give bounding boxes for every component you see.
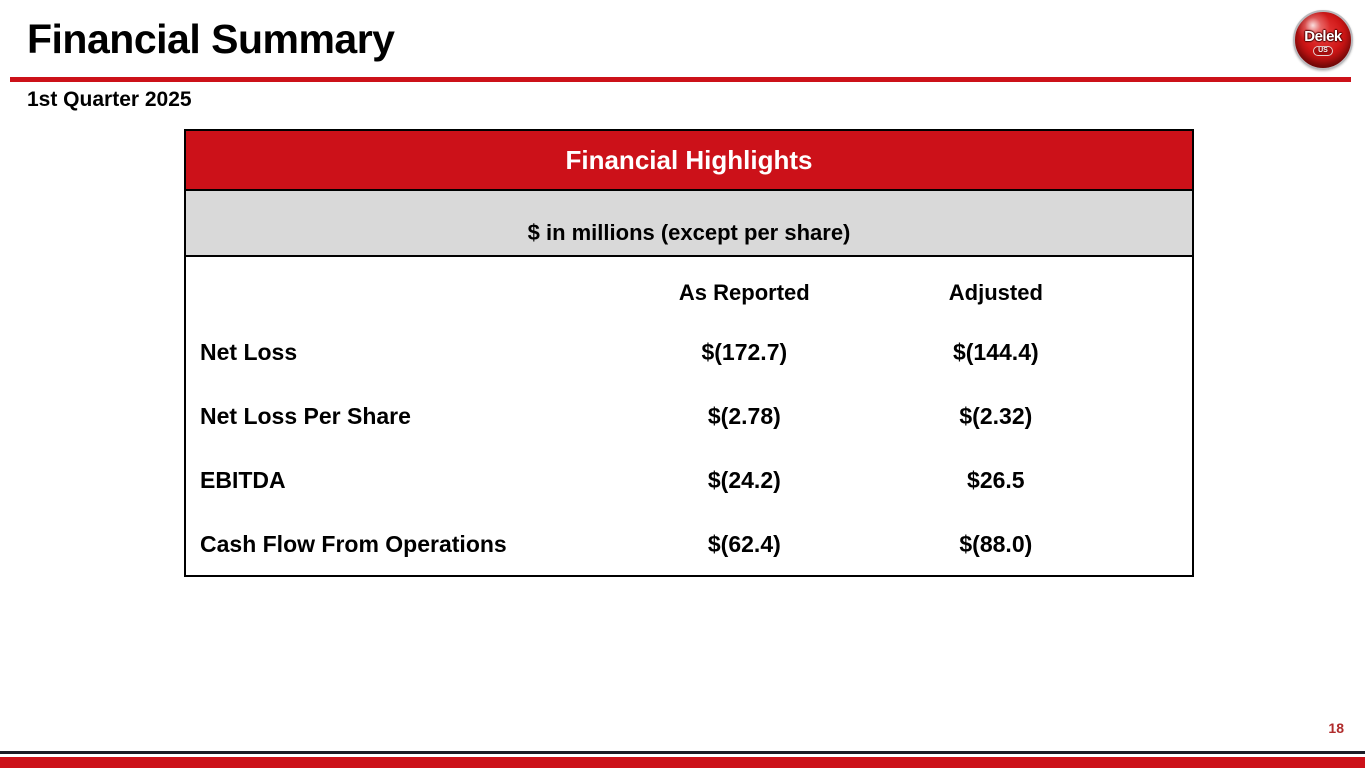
table-header-row: As Reported Adjusted: [186, 265, 1192, 320]
page-number: 18: [1328, 720, 1344, 736]
logo-us-badge: US: [1313, 46, 1333, 56]
column-header-adjusted: Adjusted: [948, 279, 1043, 305]
row-value-as-reported: $(2.78): [707, 402, 781, 429]
row-label: Net Loss: [200, 338, 298, 365]
title-underline-rule: [10, 77, 1351, 82]
row-value-adjusted: $26.5: [967, 466, 1025, 493]
row-label: EBITDA: [200, 466, 286, 493]
row-label: Net Loss Per Share: [200, 402, 411, 429]
table-title: Financial Highlights: [186, 131, 1192, 191]
column-header-as-reported: As Reported: [678, 279, 810, 305]
footer-red-bar: [0, 757, 1365, 768]
table-row: Cash Flow From Operations $(62.4) $(88.0…: [186, 512, 1192, 576]
row-value-adjusted: $(2.32): [959, 402, 1033, 429]
row-value-as-reported: $(62.4): [707, 530, 781, 557]
row-value-adjusted: $(144.4): [952, 338, 1039, 365]
table-units-note: $ in millions (except per share): [186, 191, 1192, 257]
delek-logo: Delek US: [1293, 10, 1353, 70]
slide-subtitle: 1st Quarter 2025: [27, 88, 192, 111]
table-row: EBITDA $(24.2) $26.5: [186, 448, 1192, 512]
financial-highlights-table: Financial Highlights $ in millions (exce…: [184, 129, 1194, 577]
table-row: Net Loss Per Share $(2.78) $(2.32): [186, 384, 1192, 448]
table-row: Net Loss $(172.7) $(144.4): [186, 320, 1192, 384]
row-value-adjusted: $(88.0): [959, 530, 1033, 557]
table-body: As Reported Adjusted Net Loss $(172.7) $…: [186, 257, 1192, 576]
row-value-as-reported: $(172.7): [701, 338, 788, 365]
logo-brand-text: Delek: [1304, 28, 1342, 45]
footer-dark-line: [0, 751, 1365, 754]
row-value-as-reported: $(24.2): [707, 466, 781, 493]
page-title: Financial Summary: [27, 16, 395, 62]
row-label: Cash Flow From Operations: [200, 530, 507, 557]
